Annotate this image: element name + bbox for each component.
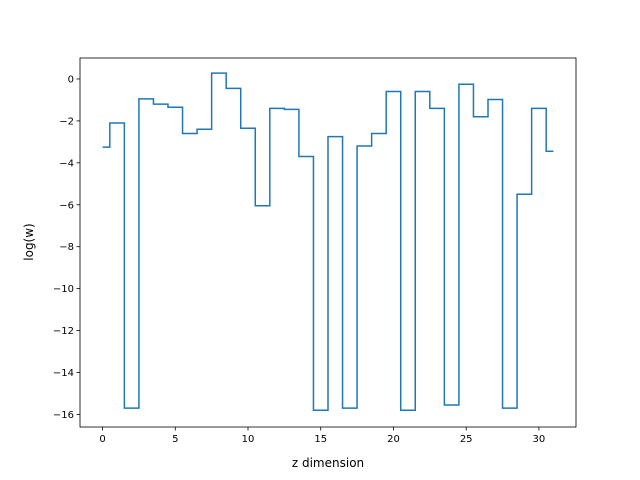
x-tick-label: 30 bbox=[533, 434, 546, 445]
y-tick-label: 0 bbox=[68, 74, 74, 85]
series-line-0 bbox=[102, 72, 554, 411]
y-tick-label: −6 bbox=[59, 200, 74, 211]
y-tick-label: −16 bbox=[53, 410, 74, 421]
x-tick-label: 0 bbox=[99, 434, 105, 445]
y-tick-label: −10 bbox=[53, 284, 74, 295]
plot-area bbox=[102, 72, 554, 411]
x-tick-label: 20 bbox=[387, 434, 400, 445]
y-tick-label: −8 bbox=[59, 242, 74, 253]
y-tick-label: −4 bbox=[59, 158, 74, 169]
y-axis-label: log(w) bbox=[22, 223, 36, 260]
y-tick-label: −2 bbox=[59, 116, 74, 127]
plot-frame bbox=[79, 57, 577, 428]
y-tick-label: −14 bbox=[53, 368, 74, 379]
x-tick-label: 25 bbox=[460, 434, 473, 445]
y-tick-label: −12 bbox=[53, 326, 74, 337]
x-tick-label: 5 bbox=[172, 434, 178, 445]
x-tick-label: 10 bbox=[242, 434, 255, 445]
axes: 0 5 10 15 20 25 30 0 −2 −4 −6 −8 −10 −12 −14 −16 bbox=[53, 57, 577, 445]
x-tick-label: 15 bbox=[314, 434, 327, 445]
x-axis-label: z dimension bbox=[292, 456, 364, 470]
